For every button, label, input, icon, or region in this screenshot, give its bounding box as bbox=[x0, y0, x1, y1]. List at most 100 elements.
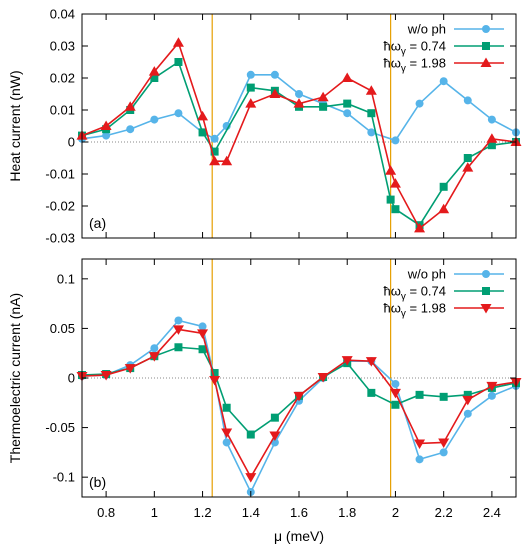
data-point bbox=[269, 88, 281, 98]
y-tick-label: 0.04 bbox=[50, 7, 75, 22]
plot-frame bbox=[81, 13, 517, 239]
legend-label: ħωγ = 0.74 bbox=[383, 284, 446, 303]
legend-item-1-98: ħωγ = 1.98 bbox=[383, 56, 504, 75]
x-tick-label: 1 bbox=[151, 505, 158, 520]
data-point bbox=[341, 72, 353, 82]
data-point bbox=[100, 120, 112, 130]
y-tick-label: -0.02 bbox=[45, 199, 75, 214]
data-point bbox=[389, 178, 401, 188]
y-tick-label: 0.1 bbox=[57, 271, 75, 286]
data-point bbox=[293, 98, 305, 108]
series-line bbox=[81, 319, 517, 494]
data-point bbox=[221, 155, 233, 166]
data-point bbox=[198, 128, 207, 137]
panel-label: (a) bbox=[89, 215, 106, 231]
data-point bbox=[222, 403, 231, 412]
data-point bbox=[172, 37, 184, 47]
data-point bbox=[198, 322, 207, 331]
legend-swatch-marker bbox=[482, 287, 490, 295]
data-point bbox=[391, 400, 400, 409]
panel-b-thermoelectric-current: -0.1 -0.05 0 0.05 0.1 0.8 1 1.2 1.4 1.6 1.8 2 2.2 2.4… bbox=[7, 258, 522, 544]
data-point bbox=[463, 154, 472, 162]
data-point bbox=[197, 329, 209, 339]
data-point bbox=[100, 371, 112, 381]
series-line bbox=[81, 41, 517, 230]
data-point bbox=[245, 98, 257, 108]
data-point bbox=[415, 455, 424, 464]
data-point bbox=[174, 58, 183, 66]
x-tick-label: 1.8 bbox=[338, 505, 356, 520]
data-point bbox=[148, 352, 160, 362]
x-tick-label: 1.6 bbox=[290, 505, 308, 520]
y-tick-label: 0.03 bbox=[50, 39, 75, 54]
data-point bbox=[197, 110, 209, 121]
y-tick-label: 0.05 bbox=[50, 321, 75, 336]
data-point bbox=[102, 131, 111, 140]
data-point bbox=[210, 369, 219, 378]
data-point bbox=[317, 91, 329, 102]
data-point bbox=[486, 381, 498, 392]
data-point bbox=[246, 83, 255, 92]
data-point bbox=[487, 391, 496, 400]
legend-label: ħωγ = 0.74 bbox=[383, 39, 446, 58]
legend-item-0-74: ħωγ = 0.74 bbox=[383, 39, 504, 58]
data-point bbox=[341, 356, 353, 366]
legend-swatch-marker bbox=[482, 25, 490, 33]
data-point bbox=[487, 115, 496, 124]
data-point bbox=[439, 448, 448, 457]
data-point bbox=[415, 99, 424, 108]
legend-item-w-o-ph: w/o ph bbox=[407, 267, 504, 282]
legend-label: w/o ph bbox=[407, 22, 446, 37]
series-1-98 bbox=[76, 325, 522, 483]
legend-item-w-o-ph: w/o ph bbox=[407, 22, 504, 37]
y-tick-label: -0.1 bbox=[53, 470, 75, 485]
y-tick-label: 0 bbox=[68, 135, 75, 150]
y-tick-label: -0.03 bbox=[45, 231, 75, 246]
data-point bbox=[246, 70, 255, 79]
data-point bbox=[126, 125, 135, 134]
data-point bbox=[246, 430, 255, 439]
data-point bbox=[269, 431, 281, 442]
y-tick-label: -0.05 bbox=[45, 420, 75, 435]
series-line bbox=[81, 328, 517, 479]
data-point bbox=[463, 409, 472, 418]
data-point bbox=[198, 345, 207, 354]
data-point bbox=[209, 155, 221, 166]
data-point bbox=[463, 390, 472, 399]
data-point bbox=[343, 99, 352, 108]
x-tick-label: 2.4 bbox=[483, 505, 501, 520]
legend-swatch-marker bbox=[480, 57, 492, 67]
y-tick-label: 0 bbox=[68, 371, 75, 386]
legend-swatch-marker bbox=[480, 304, 492, 314]
panel-a-heat-current: -0.03 -0.02 -0.01 0 0.01 0.02 0.03 0.04 Heat cur… bbox=[7, 7, 522, 246]
data-point bbox=[414, 222, 426, 233]
data-point bbox=[367, 109, 376, 118]
x-tick-label: 2.2 bbox=[435, 505, 453, 520]
data-point bbox=[293, 391, 305, 402]
data-point bbox=[462, 162, 474, 172]
data-point bbox=[463, 96, 472, 105]
data-point bbox=[124, 101, 136, 111]
data-point bbox=[486, 133, 498, 143]
data-point bbox=[415, 390, 424, 399]
data-point bbox=[438, 438, 450, 448]
y-tick-label: 0.02 bbox=[50, 71, 75, 86]
data-point bbox=[150, 344, 159, 353]
y-tick-label: -0.01 bbox=[45, 167, 75, 182]
legend-swatch-marker bbox=[482, 42, 490, 50]
data-point bbox=[124, 364, 136, 374]
data-point bbox=[367, 388, 376, 397]
data-point bbox=[222, 438, 231, 447]
data-point bbox=[210, 147, 219, 156]
data-point bbox=[389, 388, 401, 399]
data-point bbox=[174, 316, 183, 325]
data-point bbox=[386, 195, 395, 204]
data-point bbox=[365, 357, 377, 367]
legend-item-1-98: ħωγ = 1.98 bbox=[383, 301, 504, 320]
data-point bbox=[317, 373, 329, 383]
data-point bbox=[462, 395, 474, 406]
data-point bbox=[209, 375, 221, 386]
data-point bbox=[150, 115, 159, 124]
data-point bbox=[174, 109, 183, 118]
